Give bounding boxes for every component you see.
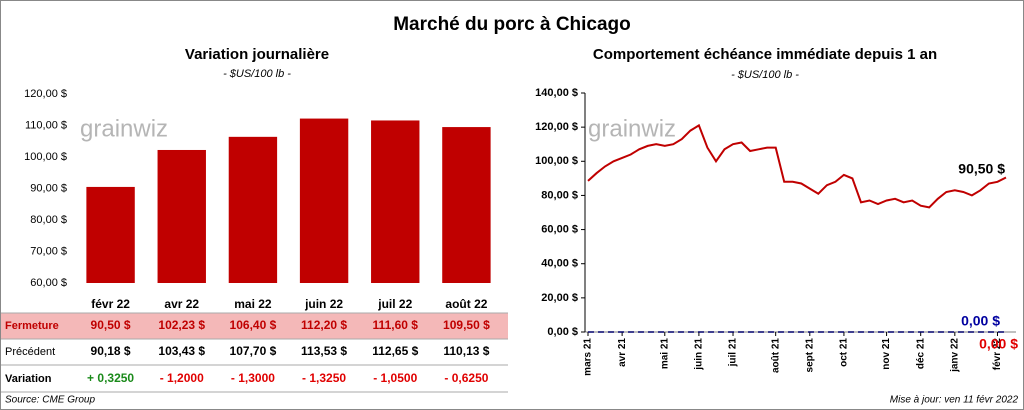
y-tick-label: 0,00 $ <box>547 326 578 338</box>
y-tick-label: 90,00 $ <box>30 182 67 194</box>
x-tick-label: août 22 <box>445 297 487 311</box>
watermark: grainwiz <box>588 115 676 142</box>
table-cell: - 1,0500 <box>373 371 417 385</box>
bar <box>371 120 420 284</box>
chart-subtitle: - $US/100 lb - <box>731 69 799 81</box>
x-tick-label: mars 21 <box>583 338 594 376</box>
y-tick-label: 40,00 $ <box>541 258 578 270</box>
x-tick-label: févr 22 <box>992 338 1003 371</box>
x-tick-label: juin 22 <box>304 297 343 311</box>
table-cell: 90,50 $ <box>91 318 131 332</box>
y-tick-label: 120,00 $ <box>24 88 67 100</box>
y-tick-label: 100,00 $ <box>24 151 67 163</box>
x-tick-label: oct 21 <box>839 338 850 367</box>
x-tick-label: juil 22 <box>377 297 412 311</box>
bar <box>299 118 349 283</box>
y-tick-label: 80,00 $ <box>30 214 67 226</box>
x-tick-label: mai 22 <box>234 297 272 311</box>
row-label: Variation <box>5 373 52 385</box>
x-tick-label: août 21 <box>770 338 781 373</box>
y-tick-label: 60,00 $ <box>30 277 67 289</box>
table-cell: 106,40 $ <box>230 318 277 332</box>
table-cell: 112,65 $ <box>372 344 418 358</box>
annotation: 0,00 $ <box>979 336 1018 352</box>
annotation: 90,50 $ <box>958 161 1005 177</box>
updated: Mise à jour: ven 11 févr 2022 <box>890 395 1019 406</box>
x-tick-label: juil 21 <box>728 338 739 368</box>
bar <box>157 149 206 283</box>
x-tick-label: sept 21 <box>804 338 815 373</box>
table-cell: 110,13 $ <box>443 344 489 358</box>
x-tick-label: avr 22 <box>164 297 199 311</box>
row-label: Fermeture <box>5 320 59 332</box>
x-tick-label: juin 21 <box>694 338 705 371</box>
y-tick-label: 80,00 $ <box>541 189 578 201</box>
table-cell: 111,60 $ <box>373 318 419 332</box>
y-tick-label: 20,00 $ <box>541 292 578 304</box>
y-tick-label: 120,00 $ <box>535 121 578 133</box>
bar <box>86 186 135 283</box>
table-cell: - 1,2000 <box>160 371 204 385</box>
x-tick-label: mai 21 <box>659 338 670 370</box>
annotation: 0,00 $ <box>961 313 1000 329</box>
y-tick-label: 110,00 $ <box>25 119 67 131</box>
y-tick-label: 60,00 $ <box>541 223 578 235</box>
x-tick-label: avr 21 <box>617 338 628 367</box>
table-cell: 112,20 $ <box>301 318 347 332</box>
table-cell: 113,53 $ <box>301 344 347 358</box>
table-cell: 107,70 $ <box>230 344 277 358</box>
page-title: Marché du porc à Chicago <box>393 14 631 35</box>
y-tick-label: 70,00 $ <box>30 245 67 257</box>
highlight-row <box>1 313 508 339</box>
bar <box>442 127 491 283</box>
x-tick-label: janv 22 <box>949 338 960 373</box>
row-label: Précédent <box>5 346 55 358</box>
table-cell: 109,50 $ <box>443 318 490 332</box>
bar <box>228 136 278 283</box>
table-cell: - 0,6250 <box>444 371 488 385</box>
y-tick-label: 100,00 $ <box>535 155 578 167</box>
chart-subtitle: - $US/100 lb - <box>223 68 291 80</box>
watermark: grainwiz <box>80 115 168 142</box>
table-cell: 102,23 $ <box>158 318 205 332</box>
x-tick-label: déc 21 <box>915 338 926 370</box>
table-cell: - 1,3000 <box>231 371 275 385</box>
x-tick-label: févr 22 <box>91 297 130 311</box>
table-cell: 90,18 $ <box>91 344 131 358</box>
table-cell: 103,43 $ <box>158 344 205 358</box>
table-cell: + 0,3250 <box>87 371 134 385</box>
table-cell: - 1,3250 <box>302 371 346 385</box>
series-line <box>587 123 1007 209</box>
chart-title: Comportement échéance immédiate depuis 1… <box>593 46 937 63</box>
x-tick-label: nov 21 <box>881 338 892 370</box>
y-tick-label: 140,00 $ <box>535 87 578 99</box>
source: Source: CME Group <box>5 395 95 406</box>
chart-title: Variation journalière <box>185 46 329 63</box>
